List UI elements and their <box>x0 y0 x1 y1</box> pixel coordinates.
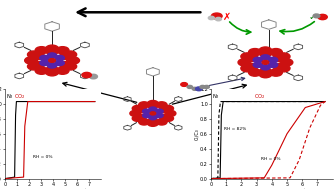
Text: CO$_2$: CO$_2$ <box>254 92 265 101</box>
Text: RH = 82%: RH = 82% <box>224 127 246 131</box>
X-axis label: Breakthrough amount (mmol/cm³): Breakthrough amount (mmol/cm³) <box>17 188 88 189</box>
Text: CO$_2$: CO$_2$ <box>14 92 26 101</box>
Text: N$_2$: N$_2$ <box>212 92 220 101</box>
Text: RH = 0%: RH = 0% <box>33 155 52 159</box>
Text: ✗: ✗ <box>223 12 231 22</box>
Text: N$_2$: N$_2$ <box>6 92 14 101</box>
Text: RH = 0%: RH = 0% <box>261 157 281 161</box>
Y-axis label: Cₜ/C₀: Cₜ/C₀ <box>194 128 199 140</box>
Text: ✓: ✓ <box>308 12 317 22</box>
X-axis label: Breakthrough amount (mmol/cm³): Breakthrough amount (mmol/cm³) <box>236 188 307 189</box>
